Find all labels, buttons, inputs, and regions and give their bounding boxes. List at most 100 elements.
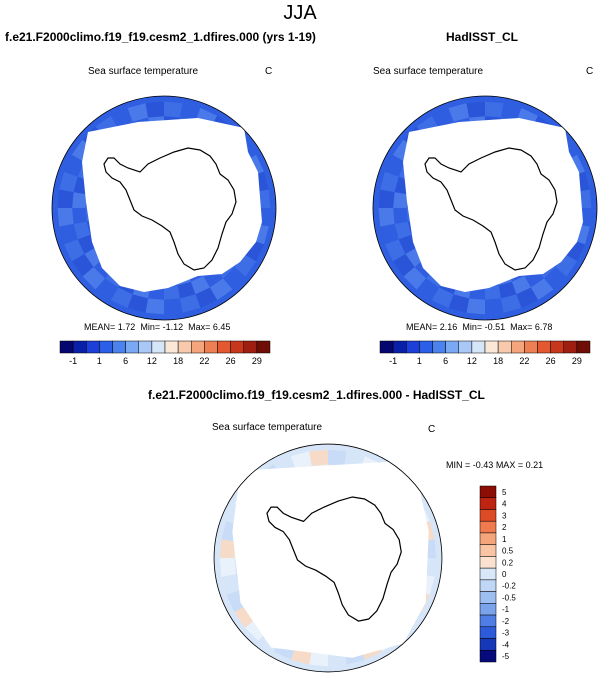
panel1-min: -1.12 [162, 322, 184, 332]
colorbar-tick-label: 6 [443, 356, 448, 366]
colorbar-box [99, 340, 113, 354]
colorbar-tick-label: -4 [502, 640, 510, 649]
colorbar-box [479, 638, 497, 651]
mean-label: MEAN= [84, 322, 116, 332]
colorbar-tick-label: 1 [97, 356, 102, 366]
panel1-max: 6.45 [212, 322, 231, 332]
panel2-mean: 2.16 [439, 322, 458, 332]
colorbar-box [479, 603, 497, 616]
grid-cell [385, 154, 406, 177]
colorbar-tick-label: -0.2 [502, 582, 516, 591]
grid-cell [392, 253, 415, 277]
colorbar-box [256, 340, 271, 354]
diff-stats: MIN = -0.43 MAX = 0.21 [446, 460, 543, 470]
panel2-title: HadISST_CL [446, 30, 519, 44]
grid-cell [328, 449, 347, 467]
panel1-colorbar: -1 1 6 12 18 22 26 29 [59, 340, 271, 366]
grid-cell [393, 208, 408, 224]
grid-cell [164, 298, 183, 315]
colorbar-box [479, 579, 497, 592]
grid-cell [530, 278, 554, 301]
panel2-map [372, 95, 598, 321]
colorbar-box [479, 497, 497, 510]
grid-cell [145, 298, 164, 315]
colorbar-tick-label: -3 [502, 629, 510, 638]
diff-units: C [428, 424, 436, 435]
sea-ice-mask [82, 118, 262, 292]
grid-cell [145, 101, 164, 118]
colorbar-box [511, 340, 525, 354]
colorbar-box [243, 340, 258, 354]
grid-cell [448, 294, 470, 313]
colorbar-tick-label: -0.5 [502, 593, 516, 602]
colorbar-tick-label: 26 [546, 356, 556, 366]
colorbar-box [524, 340, 538, 354]
colorbar-box [479, 532, 497, 545]
colorbar-box [204, 340, 218, 354]
grid-cell [378, 189, 395, 208]
max-label: MAX = [495, 460, 524, 470]
grid-cell [431, 108, 454, 129]
panel2-variable: Sea surface temperature [373, 66, 484, 77]
colorbar-tick-label: 1 [502, 535, 507, 544]
grid-cell [57, 208, 74, 227]
grid-cell [127, 294, 149, 313]
grid-cell [448, 103, 470, 122]
colorbar-box [112, 340, 126, 354]
grid-cell [72, 192, 87, 208]
grid-cell [223, 267, 246, 290]
colorbar-box [59, 340, 74, 354]
grid-cell [190, 275, 210, 295]
colorbar-tick-label: 29 [252, 356, 262, 366]
colorbar-box [576, 340, 591, 354]
colorbar-tick-label: 0 [502, 570, 507, 579]
grid-cell [466, 101, 485, 118]
colorbar-tick-label: 5 [502, 488, 507, 497]
panel2-colorbar: -1 1 6 12 18 22 26 29 [379, 340, 591, 366]
colorbar-box [479, 485, 497, 498]
missing-mask [232, 460, 429, 658]
min-label: MIN = [446, 460, 471, 470]
grid-cell [64, 239, 85, 262]
colorbar-box [497, 340, 512, 354]
diff-colorbar: 5 4 3 2 1 0.5 0.2 0 -0.2 -0.5 -1 -2 -3 -4 -5 [479, 485, 516, 663]
grid-cell [394, 221, 412, 240]
colorbar-tick-label: 26 [226, 356, 236, 366]
grid-cell [77, 234, 97, 254]
colorbar-box [72, 340, 87, 354]
colorbar-tick-label: 4 [502, 500, 507, 509]
grid-cell [466, 298, 485, 315]
min-label: Min= [462, 322, 483, 332]
colorbar-box [458, 340, 473, 354]
panel1-title: f.e21.F2000climo.f19_f19.cesm2_1.dfires.… [5, 30, 316, 44]
colorbar-box [419, 340, 433, 354]
diff-variable: Sea surface temperature [212, 422, 323, 433]
grid-cell [209, 278, 233, 301]
diff-title: f.e21.F2000climo.f19_f19.cesm2_1.dfires.… [148, 388, 485, 402]
colorbar-tick-label: 12 [147, 356, 157, 366]
colorbar-box [164, 340, 179, 354]
panel1-units: C [265, 66, 273, 77]
grid-cell [219, 539, 237, 558]
antarctica-coastline [266, 496, 402, 622]
panel2-units: C [586, 66, 594, 77]
colorbar-box [177, 340, 192, 354]
grid-cell [221, 574, 241, 596]
grid-cell [177, 281, 196, 299]
grid-cell [195, 287, 218, 308]
grid-cell [403, 267, 426, 290]
colorbar-tick-label: -1 [502, 605, 510, 614]
colorbar-box [151, 340, 166, 354]
grid-cell [309, 449, 328, 467]
colorbar-tick-label: 6 [123, 356, 128, 366]
grid-cell [380, 223, 399, 245]
grid-cell [82, 267, 105, 290]
grid-cell [164, 101, 183, 118]
max-label: Max= [510, 322, 533, 332]
diff-min: -0.43 [472, 460, 494, 470]
grid-cell [516, 287, 539, 308]
grid-cell [385, 239, 406, 262]
panel1-map [51, 95, 277, 321]
antarctica-coastline [103, 147, 237, 271]
colorbar-box [230, 340, 244, 354]
